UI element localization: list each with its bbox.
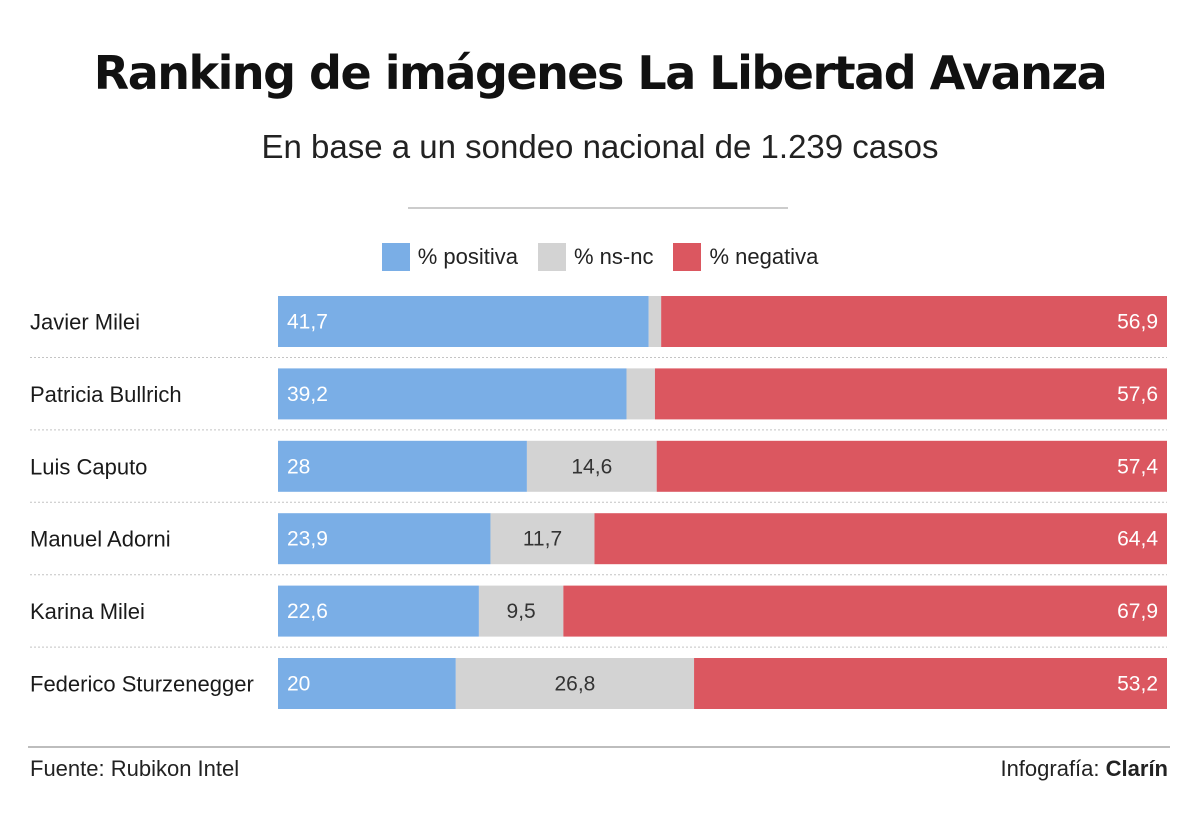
bar-ns-nc-luis-caputo <box>526 440 657 492</box>
legend-item-negativa: % negativa <box>673 243 818 271</box>
credit-prefix: Infografía: <box>1000 756 1106 781</box>
value-label-positiva-patricia-bullrich: 39,2 <box>287 383 328 406</box>
legend-item-positiva: % positiva <box>381 243 518 271</box>
value-label-negativa-manuel-adorni: 64,4 <box>1117 528 1158 551</box>
legend-label-ns-nc: % ns-nc <box>573 244 654 269</box>
title-divider <box>408 207 788 209</box>
bar-ns-nc-manuel-adorni <box>490 513 595 565</box>
bar-positiva-patricia-bullrich <box>278 368 627 420</box>
bar-ns-nc-federico-sturzenegger <box>455 658 695 709</box>
legend: % positiva % ns-nc % negativa <box>0 243 1200 271</box>
bar-positiva-luis-caputo <box>278 440 527 492</box>
value-label-negativa-federico-sturzenegger: 53,2 <box>1117 673 1158 696</box>
value-label-positiva-federico-sturzenegger: 20 <box>287 673 310 696</box>
footer-divider <box>28 746 1170 748</box>
chart-subtitle: En base a un sondeo nacional de 1.239 ca… <box>261 128 939 165</box>
source-note: Fuente: Rubikon Intel <box>30 756 240 781</box>
row-label-patricia-bullrich: Patricia Bullrich <box>30 382 182 407</box>
value-label-positiva-manuel-adorni: 23,9 <box>287 528 328 551</box>
value-label-ns-nc-manuel-adorni: 11,7 <box>523 528 562 551</box>
bar-negativa-javier-milei <box>661 296 1167 347</box>
credit-brand: Clarín <box>1105 756 1168 781</box>
row-label-manuel-adorni: Manuel Adorni <box>30 527 171 552</box>
chart-title: Ranking de imágenes La Libertad Avanza <box>93 46 1108 100</box>
value-label-ns-nc-federico-sturzenegger: 26,8 <box>554 673 595 696</box>
row-label-luis-caputo: Luis Caputo <box>30 454 147 479</box>
row-label-javier-milei: Javier Milei <box>30 310 140 335</box>
row-label-federico-sturzenegger: Federico Sturzenegger <box>30 672 254 697</box>
value-label-negativa-luis-caputo: 57,4 <box>1117 455 1158 478</box>
legend-swatch-ns-nc <box>537 243 566 271</box>
bar-negativa-luis-caputo <box>656 440 1167 492</box>
legend-label-negativa: % negativa <box>709 244 819 269</box>
legend-label-positiva: % positiva <box>417 244 518 269</box>
value-label-ns-nc-luis-caputo: 14,6 <box>571 455 612 478</box>
bar-negativa-patricia-bullrich <box>654 368 1167 420</box>
bar-positiva-manuel-adorni <box>278 513 491 565</box>
bar-ns-nc-patricia-bullrich <box>626 368 655 420</box>
legend-swatch-negativa <box>673 243 702 271</box>
value-label-positiva-javier-milei: 41,7 <box>287 311 328 334</box>
value-label-ns-nc-karina-milei: 9,5 <box>507 600 536 623</box>
bar-negativa-federico-sturzenegger <box>694 658 1167 709</box>
bar-ns-nc-karina-milei <box>478 585 564 637</box>
value-label-negativa-javier-milei: 56,9 <box>1117 311 1158 334</box>
bar-negativa-karina-milei <box>563 585 1167 637</box>
legend-swatch-positiva <box>381 243 410 271</box>
value-label-negativa-patricia-bullrich: 57,6 <box>1117 383 1158 406</box>
row-label-karina-milei: Karina Milei <box>30 599 145 624</box>
credit-note: Infografía: Clarín <box>1000 756 1168 782</box>
value-label-negativa-karina-milei: 67,9 <box>1117 600 1158 623</box>
value-label-positiva-luis-caputo: 28 <box>287 455 310 478</box>
value-label-positiva-karina-milei: 22,6 <box>287 600 328 623</box>
bar-ns-nc-javier-milei <box>648 296 662 347</box>
bar-negativa-manuel-adorni <box>594 513 1167 565</box>
legend-item-ns-nc: % ns-nc <box>537 243 654 271</box>
bar-positiva-federico-sturzenegger <box>278 658 456 709</box>
bar-positiva-karina-milei <box>278 585 479 637</box>
bar-positiva-javier-milei <box>278 296 649 347</box>
